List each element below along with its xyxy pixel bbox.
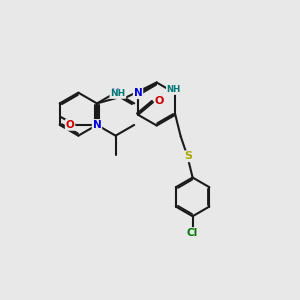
Text: Cl: Cl xyxy=(187,228,198,238)
Text: N: N xyxy=(93,120,101,130)
Text: N: N xyxy=(134,88,142,98)
Text: N: N xyxy=(111,88,120,98)
Text: NH: NH xyxy=(167,85,181,94)
Text: O: O xyxy=(155,96,164,106)
Text: S: S xyxy=(185,151,193,161)
Text: NH: NH xyxy=(110,89,125,98)
Text: O: O xyxy=(66,120,74,130)
